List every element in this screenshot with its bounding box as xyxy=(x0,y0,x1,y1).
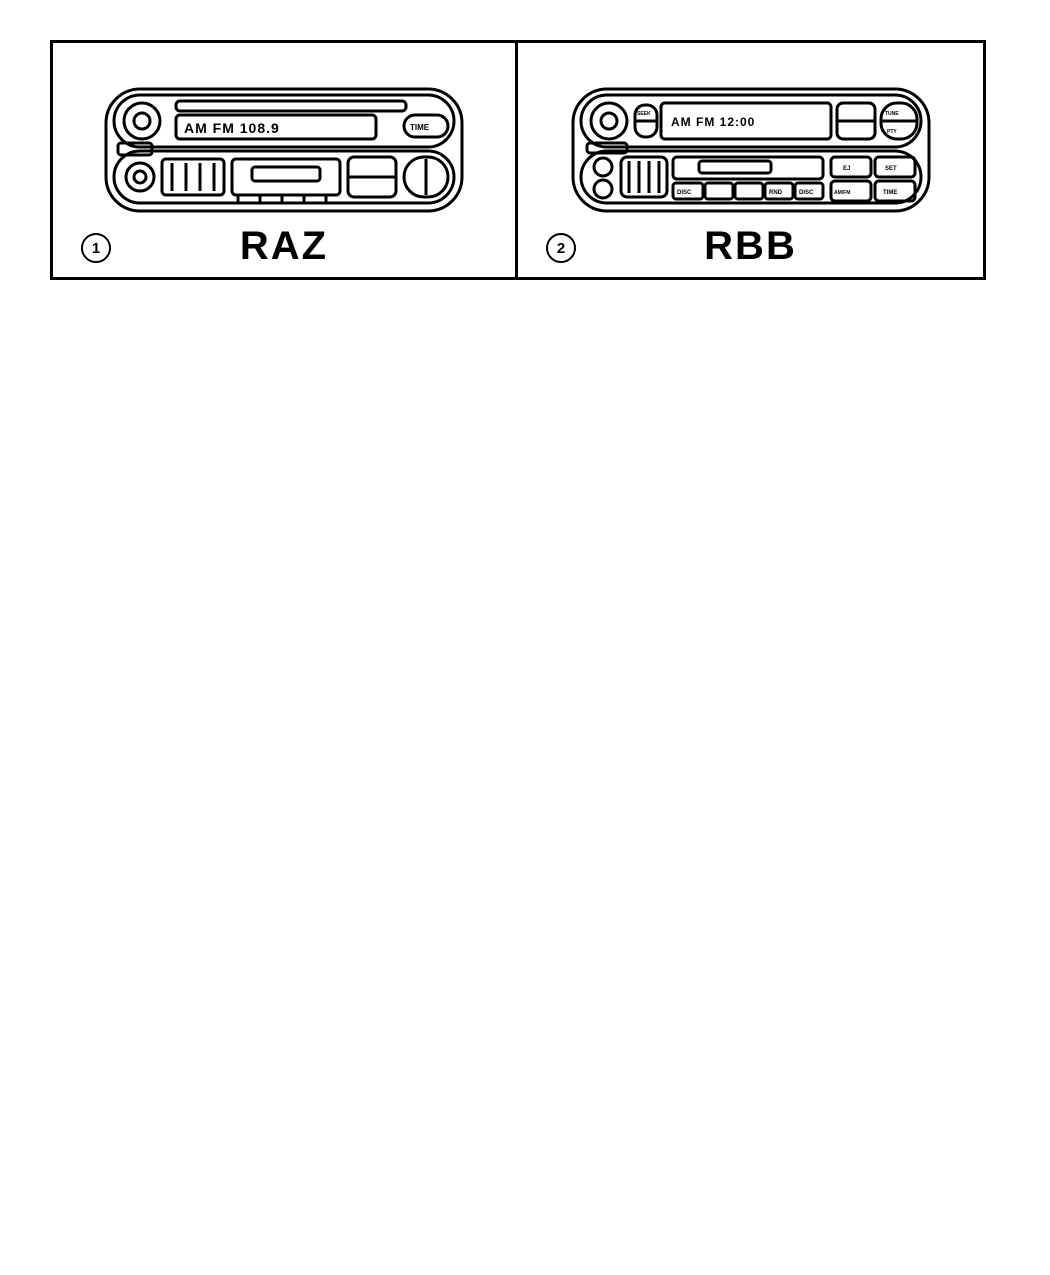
rbb-pty-label: PTY xyxy=(887,129,897,135)
rbb-btn-time: TIME xyxy=(883,190,897,196)
callout-badge-1: 1 xyxy=(81,233,111,263)
radio-rbb-svg: AM FM 12:00 SEEK TUNE PTY DISC RND DISC … xyxy=(571,85,931,215)
cell-raz: AM FM 108.9 TIME 1 RAZ xyxy=(50,40,518,280)
callout-number: 2 xyxy=(557,240,565,257)
cell-label-raz: RAZ xyxy=(240,224,328,269)
rbb-preset-4: RND xyxy=(769,190,783,196)
cell-label-rbb: RBB xyxy=(704,224,797,269)
cell-rbb: AM FM 12:00 SEEK TUNE PTY DISC RND DISC … xyxy=(518,40,986,280)
rbb-preset-1: DISC xyxy=(677,190,692,196)
rbb-btn-set: SET xyxy=(885,166,897,172)
rbb-btn-amfm: AM/FM xyxy=(834,190,850,196)
callout-number: 1 xyxy=(92,240,100,257)
rbb-tune-label: TUNE xyxy=(885,111,899,117)
raz-display-text: AM FM 108.9 xyxy=(184,120,280,136)
rbb-btn-ej: EJ xyxy=(843,166,850,172)
radio-raz-svg: AM FM 108.9 TIME xyxy=(104,85,464,215)
rbb-preset-5: DISC xyxy=(799,190,814,196)
page: AM FM 108.9 TIME 1 RAZ xyxy=(0,0,1050,1275)
radio-rbb: AM FM 12:00 SEEK TUNE PTY DISC RND DISC … xyxy=(571,85,931,215)
diagram-row: AM FM 108.9 TIME 1 RAZ xyxy=(50,40,1000,280)
raz-time-btn: TIME xyxy=(410,123,430,132)
rbb-display-text: AM FM 12:00 xyxy=(671,115,755,129)
callout-badge-2: 2 xyxy=(546,233,576,263)
radio-raz: AM FM 108.9 TIME xyxy=(104,85,464,215)
rbb-seek-label: SEEK xyxy=(637,111,651,117)
